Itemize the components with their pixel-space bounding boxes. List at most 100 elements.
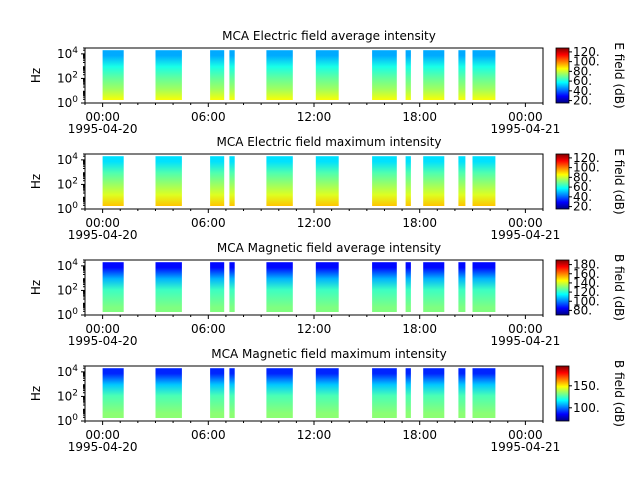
data-block [229,156,235,206]
x-tick-label: 12:00 [297,428,332,442]
x-tick-label: 18:00 [402,216,437,230]
data-block [266,368,293,418]
x-tick-label: 12:00 [297,322,332,336]
data-block [155,50,182,100]
colorbar-tick-label: 100. [573,55,600,69]
y-tick-label: 100 [57,95,78,110]
panel-2: MCA Electric field maximum intensity Hz 10… [29,135,626,242]
colorbar-label: E field (dB) [612,148,626,214]
data-block [266,262,293,312]
data-block [315,262,339,312]
colorbar-tick-label: 20. [573,94,592,108]
colorbar-label: E field (dB) [612,42,626,108]
data-block [472,262,496,312]
colorbar-tick-label: 80. [573,170,592,184]
y-tick-label: 100 [57,201,78,216]
data-block [315,156,339,206]
data-block [458,368,466,418]
y-tick-label: 102 [57,388,78,403]
data-block [210,262,225,312]
x-tick-label: 06:00 [191,216,226,230]
colorbar-tick-label: 120. [573,45,600,59]
x-date-end: 1995-04-21 [491,122,561,136]
x-date-start: 1995-04-20 [68,228,138,242]
colorbar-tick-label: 40. [573,84,592,98]
data-block [210,156,225,206]
panel-title: MCA Electric field average intensity [222,29,436,43]
data-block [458,156,466,206]
y-tick-label: 104 [57,152,78,167]
y-tick-label: 102 [57,282,78,297]
data-block [155,368,182,418]
data-block [315,50,339,100]
x-date-end: 1995-04-21 [491,228,561,242]
y-tick-label: 104 [57,46,78,61]
data-block [472,50,496,100]
data-block [229,368,235,418]
data-block [102,262,124,312]
y-axis-label: Hz [29,174,43,189]
data-block [372,50,397,100]
data-block [423,262,445,312]
y-tick-label: 102 [57,70,78,85]
x-tick-label: 06:00 [191,322,226,336]
data-block [423,368,445,418]
data-block [458,50,466,100]
y-tick-label: 102 [57,176,78,191]
colorbar [555,153,570,210]
x-tick-label: 06:00 [191,110,226,124]
data-block [405,368,411,418]
data-block [423,50,445,100]
data-block [405,156,411,206]
colorbar-tick-label: 80. [573,303,592,317]
data-block [229,262,235,312]
colorbar-tick-label: 140. [573,276,600,290]
x-date-start: 1995-04-20 [68,334,138,348]
colorbar-tick-label: 60. [573,180,592,194]
x-tick-label: 00:00 [508,110,543,124]
x-date-end: 1995-04-21 [491,440,561,454]
panel-1: MCA Electric field average intensity Hz 10… [29,29,626,136]
panel-3: MCA Magnetic field average intensity Hz 10… [29,241,626,348]
x-tick-label: 00:00 [85,428,120,442]
x-tick-label: 12:00 [297,216,332,230]
x-date-start: 1995-04-20 [68,440,138,454]
colorbar [555,47,570,104]
data-block [102,368,124,418]
data-block [472,156,496,206]
y-tick-label: 104 [57,258,78,273]
data-block [266,156,293,206]
panel-title: MCA Magnetic field maximum intensity [211,347,447,361]
x-tick-label: 00:00 [508,216,543,230]
data-block [155,262,182,312]
colorbar-tick-label: 80. [573,64,592,78]
x-tick-label: 18:00 [402,110,437,124]
colorbar [555,365,570,422]
x-tick-label: 00:00 [85,216,120,230]
colorbar-tick-label: 100. [573,161,600,175]
panel-title: MCA Electric field maximum intensity [216,135,441,149]
x-tick-label: 12:00 [297,110,332,124]
data-block [102,50,124,100]
colorbar-tick-label: 120. [573,151,600,165]
colorbar-label: B field (dB) [612,360,626,427]
data-block [372,368,397,418]
colorbar-tick-label: 100. [573,401,600,415]
data-block [372,262,397,312]
data-block [266,50,293,100]
data-block [458,262,466,312]
data-block [210,50,225,100]
data-block [315,368,339,418]
y-tick-label: 100 [57,413,78,428]
x-tick-label: 18:00 [402,322,437,336]
panel-4: MCA Magnetic field maximum intensity Hz 10… [29,347,626,454]
colorbar-tick-label: 120. [573,285,600,299]
data-block [423,156,445,206]
y-axis-label: Hz [29,280,43,295]
colorbar-label: B field (dB) [612,254,626,321]
x-date-end: 1995-04-21 [491,334,561,348]
data-block [102,156,124,206]
colorbar-tick-label: 20. [573,200,592,214]
colorbar-tick-label: 150. [573,379,600,393]
